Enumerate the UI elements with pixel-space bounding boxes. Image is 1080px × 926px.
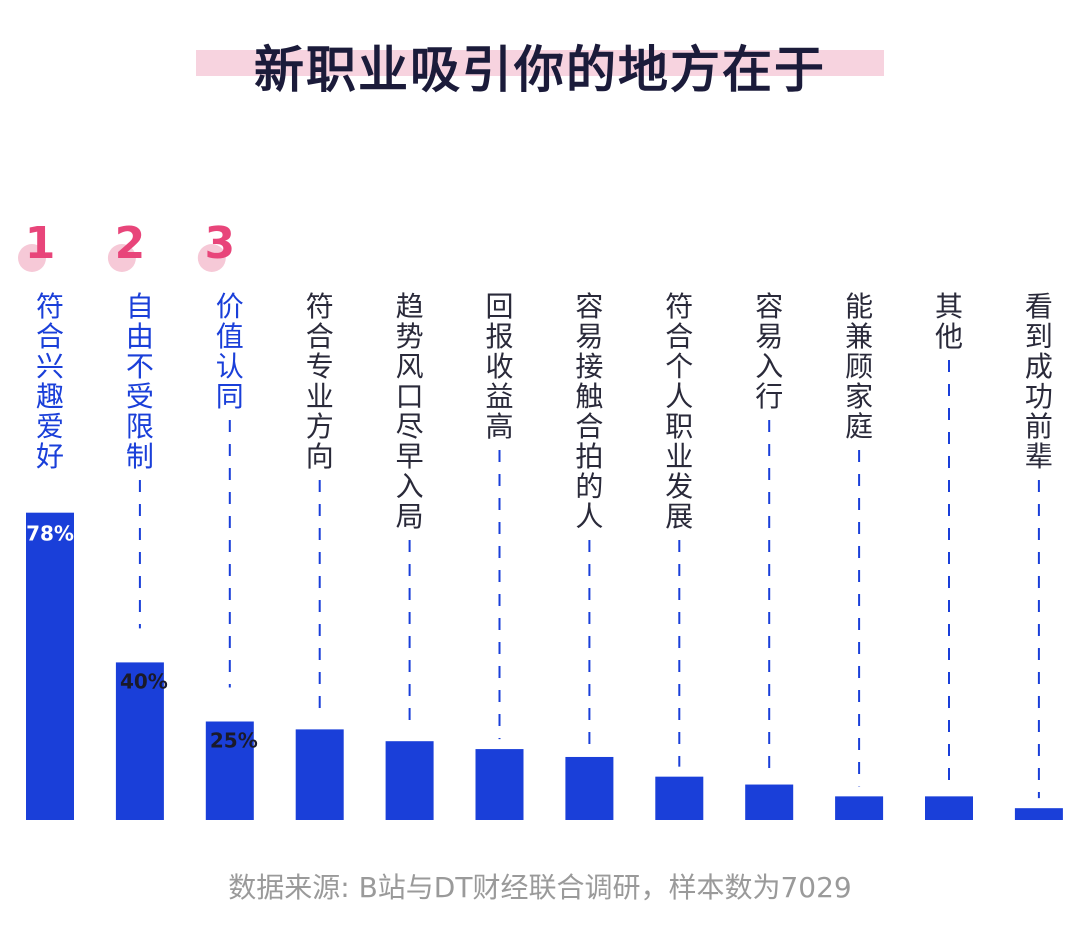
category-label-char: 接 <box>575 350 603 383</box>
category-label-char: 能 <box>845 290 873 323</box>
category-label-char: 合 <box>36 320 64 353</box>
bar-8 <box>655 776 704 820</box>
bar-12 <box>1014 808 1063 820</box>
category-label-char: 到 <box>1025 320 1053 353</box>
category-label-char: 好 <box>36 440 64 473</box>
category-label-char: 入 <box>396 470 424 503</box>
category-label-char: 制 <box>126 440 154 473</box>
category-label-char: 受 <box>126 380 154 413</box>
category-label-char: 价 <box>216 290 244 323</box>
category-label-char: 合 <box>665 320 693 353</box>
category-label-char: 功 <box>1025 380 1053 413</box>
category-label-char: 辈 <box>1025 440 1053 473</box>
category-label-char: 前 <box>1025 410 1053 443</box>
category-label-char: 的 <box>575 470 603 503</box>
category-label-char: 易 <box>755 320 783 353</box>
category-label-char: 符 <box>36 290 64 323</box>
category-label-char: 庭 <box>845 410 873 443</box>
bar-chart: 符合兴趣爱好78%1自由不受限制40%2价值认同25%3符合专业方向趋势风口尽早… <box>18 218 1063 820</box>
category-label-char: 其 <box>935 290 963 323</box>
category-label-char: 容 <box>755 290 783 323</box>
category-label-char: 自 <box>126 290 154 323</box>
rank-number-3: 3 <box>204 218 235 269</box>
category-label-char: 业 <box>665 440 693 473</box>
title-highlight-band <box>196 50 884 76</box>
category-label-char: 容 <box>575 290 603 323</box>
category-label-char: 兴 <box>36 350 64 383</box>
category-label-char: 局 <box>396 500 424 533</box>
category-label-char: 易 <box>575 320 603 353</box>
category-label-char: 符 <box>306 290 334 323</box>
rank-dot-2 <box>107 244 136 272</box>
category-label-char: 同 <box>216 380 244 413</box>
category-label-char: 爱 <box>36 410 64 443</box>
category-label-char: 兼 <box>845 320 873 353</box>
category-label-char: 口 <box>396 380 424 413</box>
bar-1 <box>26 512 74 820</box>
category-label-char: 入 <box>755 350 783 383</box>
category-label-char: 势 <box>396 320 424 353</box>
rank-number-2: 2 <box>115 218 146 269</box>
category-label-char: 由 <box>126 320 154 353</box>
category-label-char: 不 <box>126 350 154 383</box>
category-label-char: 认 <box>216 350 244 383</box>
category-label-char: 专 <box>306 350 334 383</box>
value-label-3: 25% <box>210 729 258 753</box>
category-label-char: 触 <box>575 380 603 413</box>
category-label-char: 报 <box>485 320 513 353</box>
category-label-char: 看 <box>1025 290 1053 323</box>
chart-title: 新职业吸引你的地方在于 <box>254 41 826 99</box>
category-label-char: 趣 <box>36 380 64 413</box>
category-label-char: 家 <box>845 380 873 413</box>
rank-dot-1 <box>18 244 46 272</box>
bar-9 <box>745 784 794 820</box>
category-label-char: 个 <box>665 350 693 383</box>
source-note: 数据来源: B站与DT财经联合调研，样本数为7029 <box>228 871 852 904</box>
rank-number-1: 1 <box>25 218 56 269</box>
category-label-char: 限 <box>126 410 154 443</box>
bar-11 <box>925 796 973 820</box>
bar-5 <box>385 741 434 820</box>
category-label-char: 顾 <box>845 350 873 383</box>
category-label-char: 人 <box>665 380 693 413</box>
category-label-char: 合 <box>306 320 334 353</box>
category-label-char: 业 <box>306 380 334 413</box>
category-label-char: 尽 <box>396 410 424 443</box>
category-label-char: 向 <box>306 440 334 473</box>
category-label-char: 趋 <box>396 290 424 323</box>
category-label-char: 人 <box>575 500 603 533</box>
category-label-char: 高 <box>485 410 513 443</box>
category-label-char: 方 <box>306 410 334 443</box>
bar-4 <box>295 729 344 820</box>
category-label-char: 值 <box>216 320 244 353</box>
category-label-char: 早 <box>396 440 424 473</box>
category-label-char: 发 <box>665 470 693 503</box>
category-label-char: 益 <box>485 380 513 413</box>
category-label-char: 风 <box>396 350 424 383</box>
category-label-char: 合 <box>575 410 603 443</box>
category-label-char: 收 <box>485 350 513 383</box>
bar-10 <box>835 796 884 820</box>
bar-3 <box>205 721 254 820</box>
category-label-char: 成 <box>1025 350 1053 383</box>
category-label-char: 行 <box>755 380 783 413</box>
rank-dot-3 <box>197 244 226 272</box>
bar-6 <box>475 749 524 820</box>
category-label-char: 职 <box>665 410 693 443</box>
category-label-char: 他 <box>935 320 963 353</box>
category-label-char: 展 <box>665 500 693 533</box>
category-label-char: 回 <box>485 290 513 323</box>
value-label-1: 78% <box>26 522 74 546</box>
category-label-char: 拍 <box>575 440 603 473</box>
value-label-2: 40% <box>120 669 168 693</box>
bar-2 <box>115 662 164 820</box>
category-label-char: 符 <box>665 290 693 323</box>
bar-7 <box>565 756 614 820</box>
